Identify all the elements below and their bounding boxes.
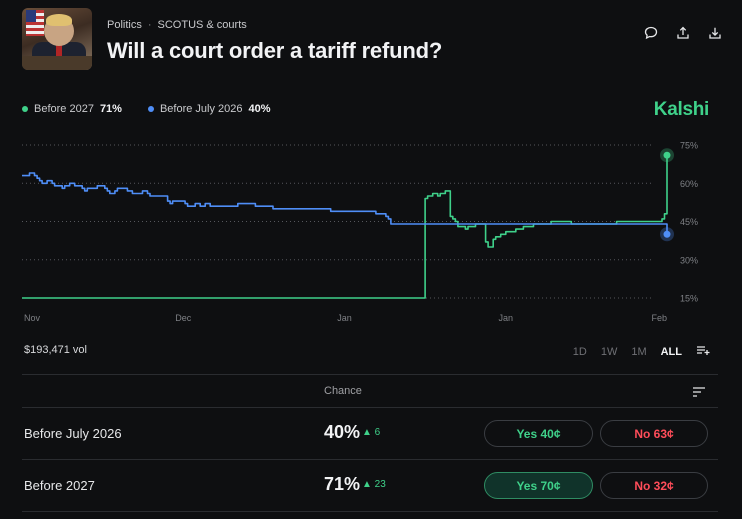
chance-change: ▲ 6 bbox=[362, 427, 381, 438]
series-endpoint bbox=[663, 230, 671, 238]
share-icon[interactable] bbox=[674, 24, 692, 42]
page-title: Will a court order a tariff refund? bbox=[107, 38, 443, 63]
legend-label: Before 2027 bbox=[34, 103, 94, 115]
range-1w-button[interactable]: 1W bbox=[600, 345, 618, 358]
legend-item-before-2027[interactable]: Before 2027 71% bbox=[22, 103, 122, 115]
x-tick-label: Feb bbox=[652, 313, 668, 323]
breadcrumb: Politics · SCOTUS & courts bbox=[107, 19, 247, 31]
download-icon[interactable] bbox=[706, 24, 724, 42]
header-actions bbox=[642, 24, 724, 42]
legend-item-before-july-2026[interactable]: Before July 2026 40% bbox=[147, 103, 271, 115]
table-header: Chance bbox=[22, 374, 718, 408]
outcome-name: Before July 2026 bbox=[24, 426, 122, 441]
sort-icon[interactable] bbox=[692, 385, 706, 403]
market-header: Politics · SCOTUS & courts Will a court … bbox=[22, 8, 722, 74]
legend-value: 40% bbox=[248, 103, 271, 115]
breadcrumb-category[interactable]: Politics bbox=[107, 19, 142, 31]
breadcrumb-separator: · bbox=[147, 19, 152, 31]
y-tick-label: 15% bbox=[680, 294, 698, 304]
outcome-name: Before 2027 bbox=[24, 478, 95, 493]
y-tick-label: 60% bbox=[680, 179, 698, 189]
x-tick-label: Nov bbox=[24, 313, 41, 323]
time-range-selector: 1D 1W 1M ALL bbox=[573, 344, 710, 359]
comment-icon[interactable] bbox=[642, 24, 660, 42]
x-tick-label: Jan bbox=[498, 313, 513, 323]
market-thumbnail bbox=[22, 8, 92, 70]
table-row[interactable]: Before July 2026 40% ▲ 6 Yes 40¢ No 63¢ bbox=[22, 408, 718, 460]
yes-button[interactable]: Yes 40¢ bbox=[484, 420, 593, 447]
legend-value: 71% bbox=[99, 103, 122, 115]
range-1m-button[interactable]: 1M bbox=[631, 345, 647, 358]
chance-column-header: Chance bbox=[324, 385, 362, 397]
x-tick-label: Dec bbox=[175, 313, 192, 323]
volume-stat: $193,471 vol bbox=[24, 344, 87, 356]
y-tick-label: 45% bbox=[680, 217, 698, 227]
no-button[interactable]: No 32¢ bbox=[600, 472, 708, 499]
price-chart[interactable]: 75% 60% 45% 30% 15% Nov Dec Jan Jan Feb bbox=[0, 130, 742, 330]
no-button[interactable]: No 63¢ bbox=[600, 420, 708, 447]
y-tick-label: 30% bbox=[680, 255, 698, 265]
legend-swatch bbox=[147, 106, 154, 112]
legend-label: Before July 2026 bbox=[159, 103, 243, 115]
x-tick-label: Jan bbox=[337, 313, 352, 323]
yes-button[interactable]: Yes 70¢ bbox=[484, 472, 593, 499]
range-all-button[interactable]: ALL bbox=[660, 345, 682, 358]
legend-swatch bbox=[22, 106, 28, 112]
breadcrumb-subcategory[interactable]: SCOTUS & courts bbox=[157, 19, 247, 31]
series-line bbox=[22, 172, 668, 235]
chart-settings-icon[interactable] bbox=[696, 344, 710, 359]
table-row[interactable]: Before 2027 71% ▲ 23 Yes 70¢ No 32¢ bbox=[22, 460, 718, 512]
chance-change: ▲ 23 bbox=[362, 479, 386, 490]
kalshi-logo: Kalshi bbox=[653, 99, 710, 120]
outcome-chance: 40% bbox=[324, 422, 361, 442]
chart-legend: Before 2027 71% Before July 2026 40% bbox=[22, 103, 297, 115]
series-endpoint bbox=[663, 151, 671, 159]
y-tick-label: 75% bbox=[680, 141, 698, 151]
range-1d-button[interactable]: 1D bbox=[572, 345, 587, 358]
series-line bbox=[22, 155, 668, 299]
outcome-chance: 71% bbox=[324, 474, 361, 494]
